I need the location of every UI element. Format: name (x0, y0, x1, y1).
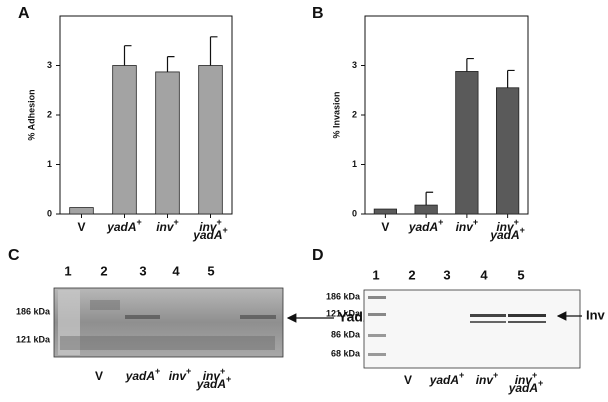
gel-band (470, 321, 506, 323)
bar (414, 204, 438, 215)
marker-label: 186 kDa (326, 291, 361, 301)
lane-number: 4 (172, 263, 180, 278)
lane-number: 2 (408, 267, 415, 282)
ladder-band (368, 334, 386, 337)
x-tick-label: V (77, 220, 85, 234)
marker-label: 121 kDa (326, 308, 361, 318)
bar (373, 208, 397, 215)
gel-image (363, 289, 581, 369)
lane-number: 3 (443, 267, 450, 282)
x-tick-label: V (381, 220, 389, 234)
lane-label: inv+ yadA+ (196, 366, 232, 391)
lane-label: inv+ (169, 366, 192, 383)
bar (455, 71, 479, 215)
y-tick-label: 1 (352, 159, 357, 169)
ladder-band (368, 353, 386, 356)
panel-letter: A (18, 5, 30, 22)
gel-band (60, 336, 275, 350)
x-tick-label: inv+ (456, 217, 479, 234)
lane-number: 1 (64, 263, 71, 278)
lane-label: yadA+ (429, 370, 465, 387)
gel-band (90, 300, 120, 310)
gel-band (508, 314, 546, 317)
x-tick-label: yadA+ (106, 217, 142, 234)
ladder-lane (58, 290, 80, 355)
error-bar (209, 36, 218, 66)
ladder-band (368, 296, 386, 299)
gel-band (470, 314, 506, 317)
ladder-band (368, 313, 386, 316)
marker-label: 68 kDa (331, 348, 361, 358)
y-tick-label: 3 (47, 60, 52, 70)
x-tick-label: inv+ yadA+ (192, 217, 228, 242)
bar (198, 65, 223, 215)
lane-label: V (404, 373, 412, 387)
panel-letter: B (312, 5, 324, 22)
error-bar (123, 45, 132, 66)
bar (155, 71, 180, 215)
error-bar (425, 191, 434, 206)
gel-c: C 1 2 3 4 5 186 kDa 121 kDa YadA V yadA+… (8, 247, 373, 391)
marker-label: 86 kDa (331, 329, 361, 339)
y-tick-label: 1 (47, 159, 52, 169)
lane-number: 3 (139, 263, 146, 278)
x-tick-label: yadA+ (408, 217, 444, 234)
error-bar (466, 57, 474, 72)
gel-band (508, 321, 546, 323)
lane-number: 4 (480, 267, 488, 282)
y-axis-label: % Adhesion (26, 89, 36, 140)
y-axis-label: % Invasion (331, 91, 341, 138)
bar (69, 207, 94, 215)
bar-chart: B % Invasion 0 1 2 3 V yadA+ inv+ inv+ yadA+ (312, 5, 529, 242)
x-tick-label: inv+ yadA+ (489, 217, 525, 242)
gel-band (125, 315, 160, 319)
panel-letter: C (8, 247, 20, 264)
lane-label: inv+ yadA+ (508, 370, 544, 395)
y-tick-label: 0 (352, 208, 357, 218)
y-tick-label: 0 (47, 208, 52, 218)
lane-number: 5 (517, 267, 524, 282)
error-bar (166, 55, 175, 72)
lane-label: yadA+ (125, 366, 161, 383)
bar (496, 87, 520, 215)
marker-label: 121 kDa (16, 334, 51, 344)
y-tick-label: 3 (352, 60, 357, 70)
x-tick-label: inv+ (156, 217, 179, 234)
panel-letter: D (312, 247, 324, 264)
gel-d: D 1 2 3 4 5 186 kDa 121 kDa 86 kDa 68 kD… (312, 247, 606, 395)
lane-number: 1 (372, 267, 379, 282)
lane-label: V (95, 369, 103, 383)
marker-label: 186 kDa (16, 306, 51, 316)
gel-image (53, 287, 284, 358)
gel-band (240, 315, 276, 319)
band-label: Inv (586, 307, 606, 322)
y-tick-label: 2 (47, 109, 52, 119)
lane-number: 5 (207, 263, 214, 278)
lane-number: 2 (100, 263, 107, 278)
bar-chart: A % Adhesion 0 1 2 3 V yadA+ inv+ inv+ yadA+ (18, 5, 233, 242)
error-bar (507, 69, 515, 88)
bar (112, 65, 137, 215)
y-tick-label: 2 (352, 109, 357, 119)
lane-label: inv+ (476, 370, 499, 387)
